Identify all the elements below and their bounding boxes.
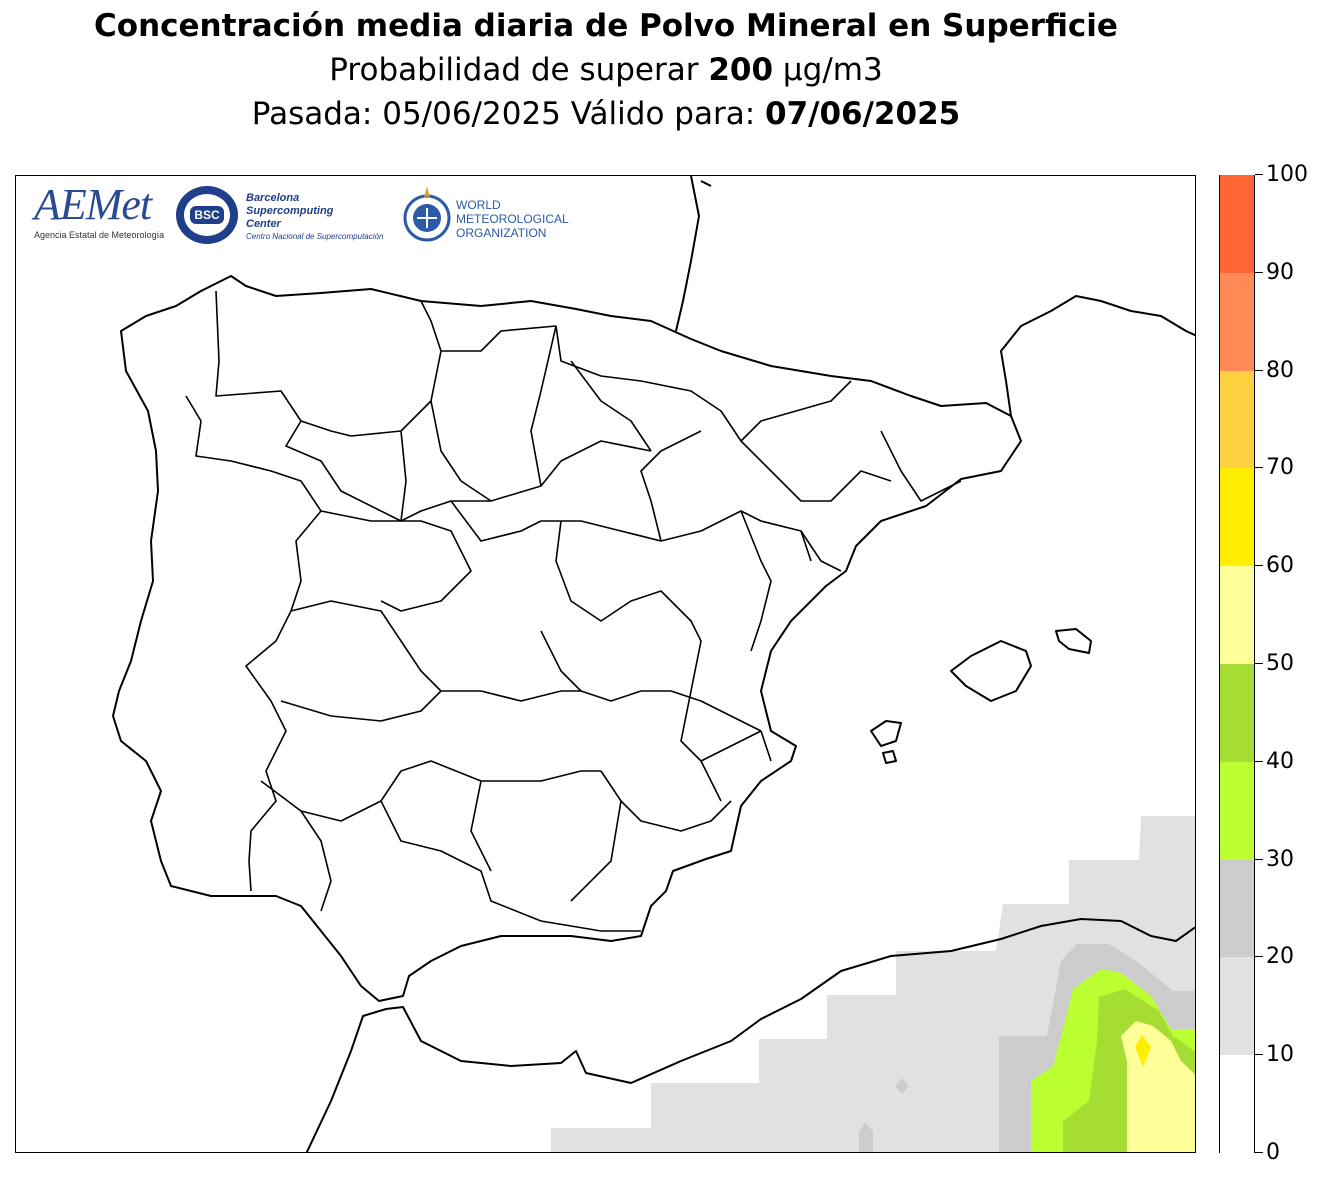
colorbar-tick-label: 50 [1266,651,1294,676]
valid-prefix: Válido para: [560,96,765,132]
bsc-name-line2: Supercomputing [246,205,334,217]
bsc-caption: Centro Nacional de Supercomputación [246,232,384,241]
colorbar-tick [1255,956,1263,958]
colorbar-tick-label: 20 [1266,944,1294,970]
wmo-name-line3: ORGANIZATION [456,226,547,240]
threshold-unit: µg/m3 [773,52,883,88]
boundary-line-12 [640,380,962,542]
bsc-badge-label: BSC [190,206,224,224]
run-date: 05/06/2025 [382,96,561,132]
colorbar-tick [1255,271,1263,273]
threshold-value: 200 [708,52,774,88]
gulf-lion-coast [1000,295,1195,417]
colorbar-tick-label: 10 [1266,1042,1294,1068]
colorbar-tick-label: 30 [1266,846,1294,872]
colorbar-segment [1220,957,1254,1056]
colorbar-tick [1255,858,1263,860]
logo-strip: AEMet Agencia Estatal de Meteorología BS… [30,182,610,252]
colorbar-tick [1255,1152,1263,1153]
province-boundaries [185,290,962,932]
colorbar-tick-label: 100 [1266,162,1308,187]
boundary-line-8 [260,760,601,822]
colorbar-segment [1220,468,1254,567]
formentera [882,750,897,764]
probability-shading [551,816,1195,1152]
map-panel: AEMet Agencia Estatal de Meteorología BS… [15,175,1196,1153]
chart-subtitle: Probabilidad de superar 200 µg/m3 [0,52,1212,88]
subtitle-prefix: Probabilidad de superar [329,52,709,88]
colorbar-tick-label: 80 [1266,357,1294,383]
boundary-line-10 [470,770,732,902]
colorbar-tick [1255,1054,1263,1056]
colorbar-tick [1255,760,1263,762]
colorbar-tick [1255,174,1263,175]
wmo-name-line1: WORLD [456,198,501,212]
map-canvas [112,176,1195,1152]
colorbar-tick-label: 60 [1266,553,1294,579]
colorbar-segment [1220,272,1254,371]
bsc-name-line3: Center [246,218,281,230]
shade-60-70 [1135,1035,1151,1067]
colorbar-tick-label: 70 [1266,455,1294,481]
colorbar-tick-label: 90 [1266,259,1294,285]
colorbar-tick [1255,467,1263,469]
colorbar-segment [1220,566,1254,664]
colorbar-segment [1220,859,1254,958]
chart-title: Concentración media diaria de Polvo Mine… [94,8,1118,44]
wmo-emblem-icon [403,186,451,242]
boundary-line-2 [285,420,652,522]
aemet-logo-name: AEMet [34,180,152,229]
boundary-line-4 [320,510,472,612]
wmo-name-line2: METEOROLOGICAL [456,212,569,226]
valid-date: 07/06/2025 [765,96,961,132]
boundary-line-1 [215,290,442,437]
colorbar-tick [1255,663,1263,664]
colorbar [1219,175,1255,1153]
colorbar-segment [1220,370,1254,469]
portugal-spain-border [185,395,322,892]
boundary-line-11 [555,520,702,692]
boundary-line-14 [400,325,557,522]
wmo-logo: WORLD METEOROLOGICAL ORGANIZATION [400,184,569,250]
boundary-line-3 [441,325,892,502]
run-prefix: Pasada: [251,96,383,132]
boundary-line-13 [680,690,772,802]
mallorca [950,640,1032,702]
ibiza [870,720,902,747]
bsc-name-line1: Barcelona [246,192,300,204]
coastlines [112,176,1195,1152]
shade-tiny-gray [895,1078,909,1094]
colorbar-segment [1220,175,1254,273]
bsc-badge-icon: BSC [176,186,238,244]
run-info-line: Pasada: 05/06/2025 Válido para: 07/06/20… [0,96,1212,132]
aemet-logo-caption: Agencia Estatal de Meteorología [34,230,165,240]
colorbar-segment [1220,664,1254,762]
boundary-line-6 [290,600,762,732]
shade-small-gray [859,1123,873,1152]
peninsula-coast [112,275,1022,1002]
colorbar-tick-label: 40 [1266,748,1294,774]
boundary-line-5 [450,500,812,562]
menorca [1055,628,1092,654]
france-coast [675,176,712,332]
colorbar-tick [1255,565,1263,567]
boundary-line-7 [280,630,582,722]
aemet-logo: AEMet Agencia Estatal de Meteorología [34,180,165,241]
boundary-line-9 [300,800,641,932]
colorbar-segment [1220,1055,1254,1153]
colorbar-tick [1255,369,1263,371]
boundary-line-15 [570,360,842,652]
colorbar-segment [1220,761,1254,860]
north-africa-coast [305,918,1195,1152]
colorbar-tick-label: 0 [1266,1140,1280,1165]
